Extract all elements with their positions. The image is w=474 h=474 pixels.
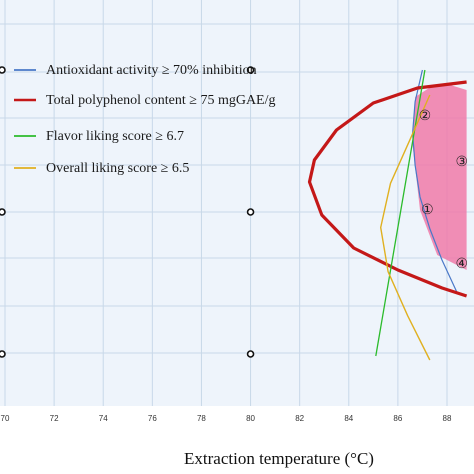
legend-label-1: Antioxidant activity ≥ 70% inhibition [46,63,257,78]
legend-label-2: Total polyphenol content ≥ 75 mgGAE/g [46,93,276,108]
series-lines [307,69,468,361]
design-point-marker [246,66,255,74]
series-line-2 [307,80,468,298]
region-label: ③ [455,155,468,170]
region-label: ① [421,203,434,218]
series-line-4 [380,94,431,361]
x-tick-label: 82 [295,414,304,423]
region-labels: ① ② ③ ④ [419,109,468,272]
x-tick-label: 74 [99,414,108,423]
design-point-marker [246,350,255,358]
x-tick-label: 72 [50,414,59,423]
design-points [0,66,255,358]
design-point-marker [246,208,255,216]
x-tick-label: 80 [246,414,255,423]
legend: Antioxidant activity ≥ 70% inhibition Tot… [14,63,276,176]
x-tick-label: 76 [148,414,157,423]
design-point-marker [0,66,6,74]
x-tick-label: 70 [1,414,10,423]
series-line-1 [412,69,458,293]
x-tick-label: 84 [344,414,353,423]
x-axis: 70 72 74 76 78 80 82 84 86 88 [1,414,452,423]
optimal-region-area [412,84,467,270]
region-label: ④ [455,257,468,272]
legend-label-3: Flavor liking score ≥ 6.7 [46,129,184,144]
optimal-region [412,84,467,270]
design-point-marker [0,208,6,216]
plot-background [0,0,474,406]
design-point-marker [0,350,6,358]
series-line-3 [375,69,426,357]
x-tick-label: 88 [443,414,452,423]
region-label: ② [419,109,432,124]
x-tick-label: 78 [197,414,206,423]
legend-label-4: Overall liking score ≥ 6.5 [46,161,189,176]
x-axis-title: Extraction temperature (°C) [184,449,374,468]
x-tick-label: 86 [393,414,402,423]
